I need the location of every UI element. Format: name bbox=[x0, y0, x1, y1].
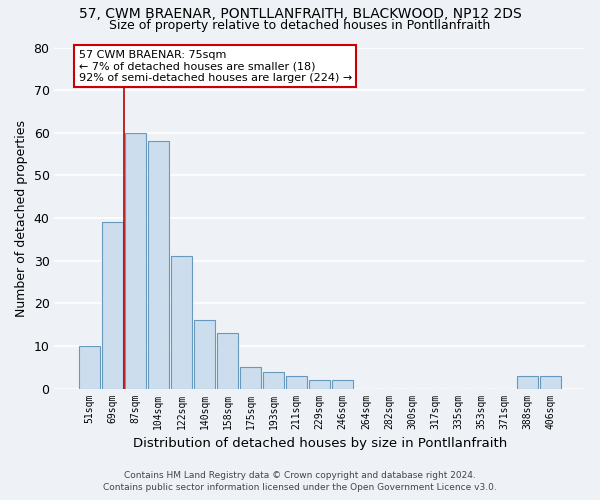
Bar bbox=[101, 222, 123, 388]
Bar bbox=[240, 367, 261, 388]
Bar bbox=[79, 346, 100, 389]
Bar bbox=[194, 320, 215, 388]
Bar bbox=[217, 333, 238, 388]
Text: Size of property relative to detached houses in Pontllanfraith: Size of property relative to detached ho… bbox=[109, 18, 491, 32]
Bar bbox=[263, 372, 284, 388]
X-axis label: Distribution of detached houses by size in Pontllanfraith: Distribution of detached houses by size … bbox=[133, 437, 507, 450]
Bar bbox=[517, 376, 538, 388]
Text: Contains HM Land Registry data © Crown copyright and database right 2024.
Contai: Contains HM Land Registry data © Crown c… bbox=[103, 471, 497, 492]
Bar bbox=[286, 376, 307, 388]
Bar bbox=[309, 380, 331, 388]
Bar bbox=[539, 376, 561, 388]
Text: 57, CWM BRAENAR, PONTLLANFRAITH, BLACKWOOD, NP12 2DS: 57, CWM BRAENAR, PONTLLANFRAITH, BLACKWO… bbox=[79, 8, 521, 22]
Bar bbox=[332, 380, 353, 388]
Bar bbox=[148, 142, 169, 388]
Y-axis label: Number of detached properties: Number of detached properties bbox=[15, 120, 28, 316]
Text: 57 CWM BRAENAR: 75sqm
← 7% of detached houses are smaller (18)
92% of semi-detac: 57 CWM BRAENAR: 75sqm ← 7% of detached h… bbox=[79, 50, 352, 83]
Bar bbox=[125, 133, 146, 388]
Bar bbox=[171, 256, 192, 388]
